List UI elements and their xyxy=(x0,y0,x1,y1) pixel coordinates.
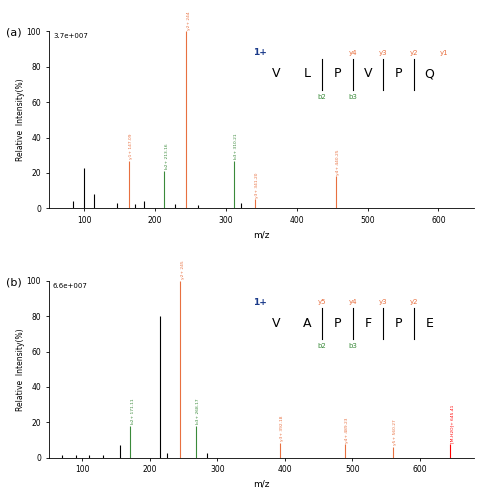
Text: y4: y4 xyxy=(348,299,356,305)
Text: b3+ 310.21: b3+ 310.21 xyxy=(233,133,238,159)
Text: P: P xyxy=(333,68,340,80)
X-axis label: m/z: m/z xyxy=(253,230,269,239)
Text: b3: b3 xyxy=(348,94,356,100)
Text: b2+ 171.11: b2+ 171.11 xyxy=(130,398,135,424)
Text: P: P xyxy=(333,317,340,330)
Text: 3.7e+007: 3.7e+007 xyxy=(53,34,88,40)
Text: y5: y5 xyxy=(317,299,326,305)
Text: y2: y2 xyxy=(409,50,417,56)
Text: 1+: 1+ xyxy=(252,298,266,306)
Text: E: E xyxy=(424,317,432,330)
Text: y3: y3 xyxy=(378,299,387,305)
Text: 1+: 1+ xyxy=(252,48,266,57)
Text: y3: y3 xyxy=(378,50,387,56)
X-axis label: m/z: m/z xyxy=(253,480,269,489)
Text: y1+ 147.09: y1+ 147.09 xyxy=(129,134,133,159)
Text: V: V xyxy=(272,317,280,330)
Text: y2+ 244: y2+ 244 xyxy=(186,11,190,30)
Text: b2+ 213.16: b2+ 213.16 xyxy=(164,144,168,170)
Text: [M-H2O]+ 645.41: [M-H2O]+ 645.41 xyxy=(450,404,454,442)
Text: b2: b2 xyxy=(317,344,326,349)
Text: 6.6e+007: 6.6e+007 xyxy=(53,282,88,288)
Text: y2: y2 xyxy=(409,299,417,305)
Text: Q: Q xyxy=(424,68,433,80)
Text: y2+ 245: y2+ 245 xyxy=(180,260,184,279)
Text: y4+ 440.25: y4+ 440.25 xyxy=(335,149,339,174)
Y-axis label: Relative  Intensity(%): Relative Intensity(%) xyxy=(16,78,25,161)
Text: L: L xyxy=(302,68,310,80)
Text: y1: y1 xyxy=(439,50,448,56)
Text: y4: y4 xyxy=(348,50,356,56)
Text: V: V xyxy=(272,68,280,80)
Text: V: V xyxy=(363,68,372,80)
Text: b3: b3 xyxy=(348,344,356,349)
Text: (b): (b) xyxy=(6,278,22,287)
Text: b3+ 268.17: b3+ 268.17 xyxy=(196,398,200,424)
Text: y4+ 489.23: y4+ 489.23 xyxy=(345,417,348,442)
Text: (a): (a) xyxy=(6,28,22,38)
Text: F: F xyxy=(363,317,371,330)
Text: y3+ 341.20: y3+ 341.20 xyxy=(255,172,259,198)
Y-axis label: Relative  Intensity(%): Relative Intensity(%) xyxy=(16,328,25,410)
Text: P: P xyxy=(394,317,402,330)
Text: y5+ 560.27: y5+ 560.27 xyxy=(393,420,396,446)
Text: b2: b2 xyxy=(317,94,326,100)
Text: y3+ 392.18: y3+ 392.18 xyxy=(279,416,283,441)
Text: P: P xyxy=(394,68,402,80)
Text: A: A xyxy=(302,317,310,330)
